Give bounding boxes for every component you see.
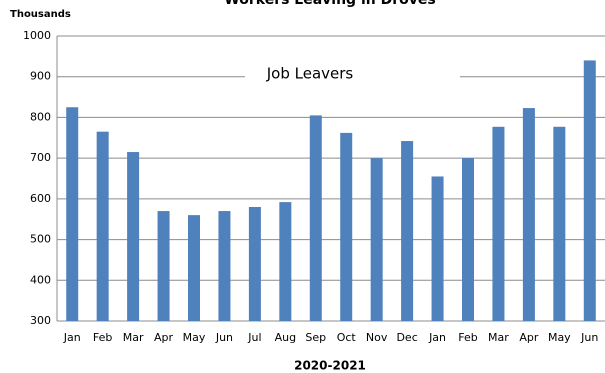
x-axis-label: 2020-2021 [294,359,366,373]
chart-title: Workers Leaving in Droves [224,0,435,8]
x-tick-label: Dec [396,331,417,344]
bar [522,108,535,321]
annotation-box [245,62,460,86]
y-tick-label: 500 [30,233,51,246]
bar [309,115,322,322]
x-tick-label: May [183,331,206,344]
bar [279,202,292,321]
bar [401,141,414,321]
x-tick-label: Sep [305,331,326,344]
x-tick-label: Jan [428,331,446,344]
y-tick-label: 300 [30,314,51,327]
bar [340,132,353,321]
annotation: Job Leavers [266,65,354,83]
y-tick-label: 1000 [23,29,51,42]
y-tick-label: 700 [30,151,51,164]
bar [66,107,79,321]
bar [248,207,261,321]
y-axis-label: Thousands [10,9,71,20]
x-tick-label: Aug [275,331,296,344]
x-tick-label: Jan [63,331,81,344]
x-tick-label: Mar [123,331,144,344]
x-tick-label: Oct [337,331,357,344]
y-tick-label: 900 [30,70,51,83]
x-tick-label: May [548,331,571,344]
x-tick-label: Apr [519,331,539,344]
bar [157,211,170,321]
bar [492,126,505,322]
x-tick-label: Jun [215,331,233,344]
bar [431,176,444,321]
y-tick-label: 400 [30,273,51,286]
bar [370,158,383,321]
x-tick-label: Jul [247,331,261,344]
x-tick-label: Nov [366,331,388,344]
bar [553,126,566,322]
bar [96,131,109,321]
x-tick-label: Mar [488,331,509,344]
y-tick-label: 600 [30,192,51,205]
x-tick-label: Feb [93,331,112,344]
x-tick-label: Apr [154,331,174,344]
bar [583,60,596,322]
x-tick-label: Feb [458,331,477,344]
x-tick-label: Jun [580,331,598,344]
bar [218,211,231,321]
y-tick-label: 800 [30,110,51,123]
bar [188,215,200,321]
bar [127,152,140,321]
bar [462,158,474,321]
